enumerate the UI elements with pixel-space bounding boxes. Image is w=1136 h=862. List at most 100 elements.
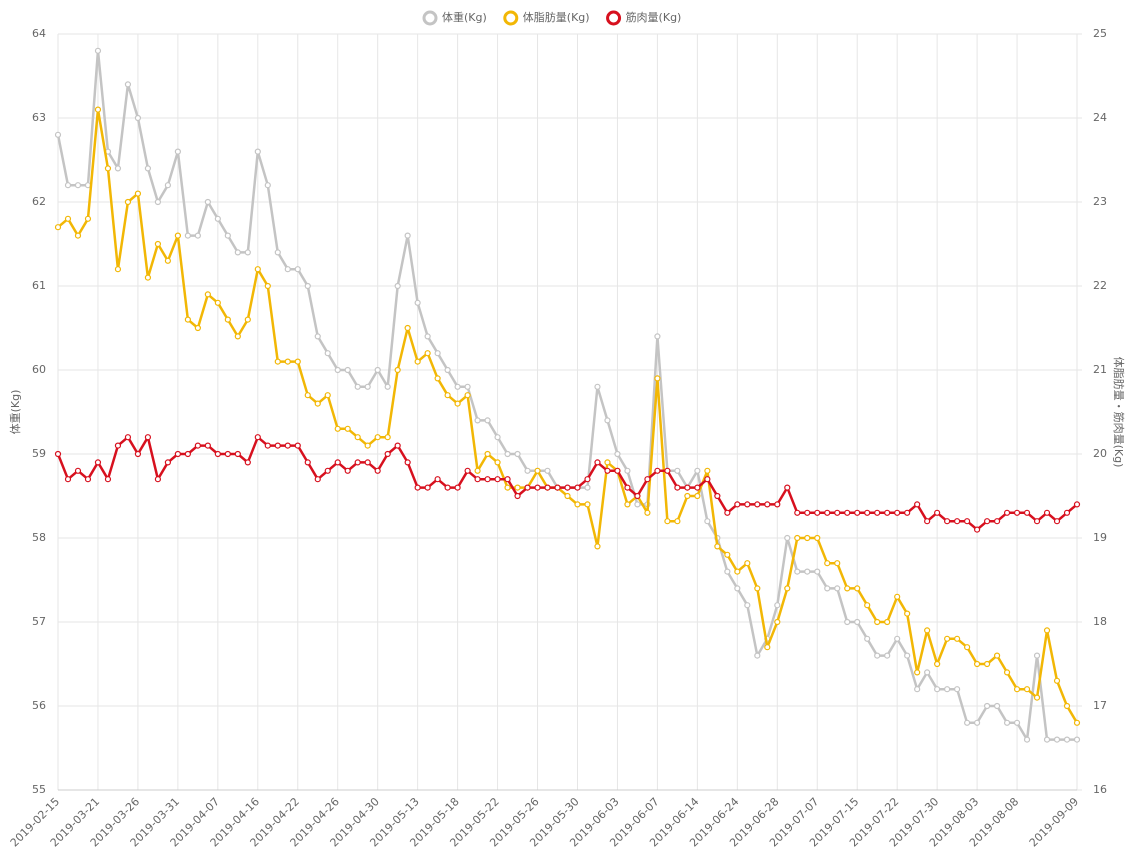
data-point xyxy=(804,509,811,516)
data-point xyxy=(654,333,661,340)
data-point xyxy=(1023,736,1031,743)
legend-label: 筋肉量(Kg) xyxy=(626,10,682,24)
data-point xyxy=(164,182,171,189)
y2-tick-label: 25 xyxy=(1093,27,1107,40)
data-point xyxy=(914,669,921,676)
data-point xyxy=(714,543,721,550)
data-point xyxy=(914,686,921,693)
data-point xyxy=(614,467,621,474)
data-point xyxy=(724,551,731,558)
data-point xyxy=(754,652,761,659)
data-point xyxy=(1073,501,1081,508)
data-point xyxy=(993,518,1001,525)
data-point xyxy=(654,375,661,382)
y2-tick-label: 23 xyxy=(1093,195,1107,208)
data-point xyxy=(344,467,351,474)
data-point xyxy=(164,257,171,264)
data-point xyxy=(1033,694,1041,701)
data-point xyxy=(774,501,781,508)
data-point xyxy=(724,568,731,575)
data-point xyxy=(414,484,421,491)
data-point xyxy=(983,660,991,668)
data-point xyxy=(1053,677,1061,684)
data-point xyxy=(354,383,361,390)
data-point xyxy=(304,392,311,399)
data-point xyxy=(284,358,291,365)
data-point xyxy=(454,400,461,407)
data-point xyxy=(874,618,881,626)
data-point xyxy=(214,450,221,458)
data-point xyxy=(464,392,471,399)
data-point xyxy=(934,509,941,516)
data-point xyxy=(334,459,341,466)
data-point xyxy=(294,442,301,449)
data-point xyxy=(284,442,291,449)
data-point xyxy=(894,593,901,600)
data-point xyxy=(674,484,681,491)
data-point xyxy=(134,190,142,197)
y2-tick-label: 17 xyxy=(1093,699,1107,712)
data-point xyxy=(364,459,371,466)
data-point xyxy=(94,459,102,466)
data-point xyxy=(973,719,981,726)
data-point xyxy=(964,719,971,726)
data-point xyxy=(924,669,931,676)
data-point xyxy=(394,282,401,290)
data-point xyxy=(124,81,132,88)
data-point xyxy=(134,114,142,122)
data-point xyxy=(284,266,291,273)
y2-tick-label: 19 xyxy=(1093,531,1107,544)
data-point xyxy=(844,585,851,592)
data-point xyxy=(484,450,491,458)
data-point xyxy=(1053,518,1061,525)
data-point xyxy=(144,165,152,172)
data-point xyxy=(204,442,211,449)
data-point xyxy=(384,450,391,458)
data-point xyxy=(604,467,611,474)
data-point xyxy=(474,467,481,474)
data-point xyxy=(214,215,221,222)
data-point xyxy=(884,618,891,626)
data-point xyxy=(404,459,411,466)
data-point xyxy=(254,266,261,273)
data-point xyxy=(114,266,122,273)
data-point xyxy=(574,484,581,491)
data-point xyxy=(254,434,261,441)
data-point xyxy=(914,501,921,508)
data-point xyxy=(884,652,891,659)
data-point xyxy=(324,350,331,357)
data-point xyxy=(484,476,491,483)
data-point xyxy=(1003,669,1011,676)
data-point xyxy=(834,509,841,516)
data-point xyxy=(94,106,102,113)
data-point xyxy=(54,224,62,231)
data-point xyxy=(1023,686,1031,693)
data-point xyxy=(1073,736,1081,743)
data-point xyxy=(954,518,961,525)
data-point xyxy=(454,383,461,390)
data-point xyxy=(464,467,471,474)
data-point xyxy=(334,425,341,432)
data-point xyxy=(714,492,721,500)
y-tick-label: 61 xyxy=(32,279,46,292)
data-point xyxy=(534,484,541,491)
data-point xyxy=(744,602,751,609)
data-point xyxy=(444,484,451,491)
data-point xyxy=(264,282,271,290)
data-point xyxy=(574,501,581,508)
data-point xyxy=(844,618,851,626)
data-point xyxy=(244,249,251,256)
data-point xyxy=(514,450,521,458)
y-tick-label: 63 xyxy=(32,111,46,124)
data-point xyxy=(374,467,381,474)
data-point xyxy=(874,652,881,659)
data-point xyxy=(194,232,201,239)
data-point xyxy=(734,501,741,508)
data-point xyxy=(344,366,351,374)
data-point xyxy=(954,635,961,642)
data-point xyxy=(794,568,801,575)
data-point xyxy=(664,518,671,525)
data-point xyxy=(504,484,511,491)
data-point xyxy=(764,501,771,508)
data-point xyxy=(954,686,961,693)
